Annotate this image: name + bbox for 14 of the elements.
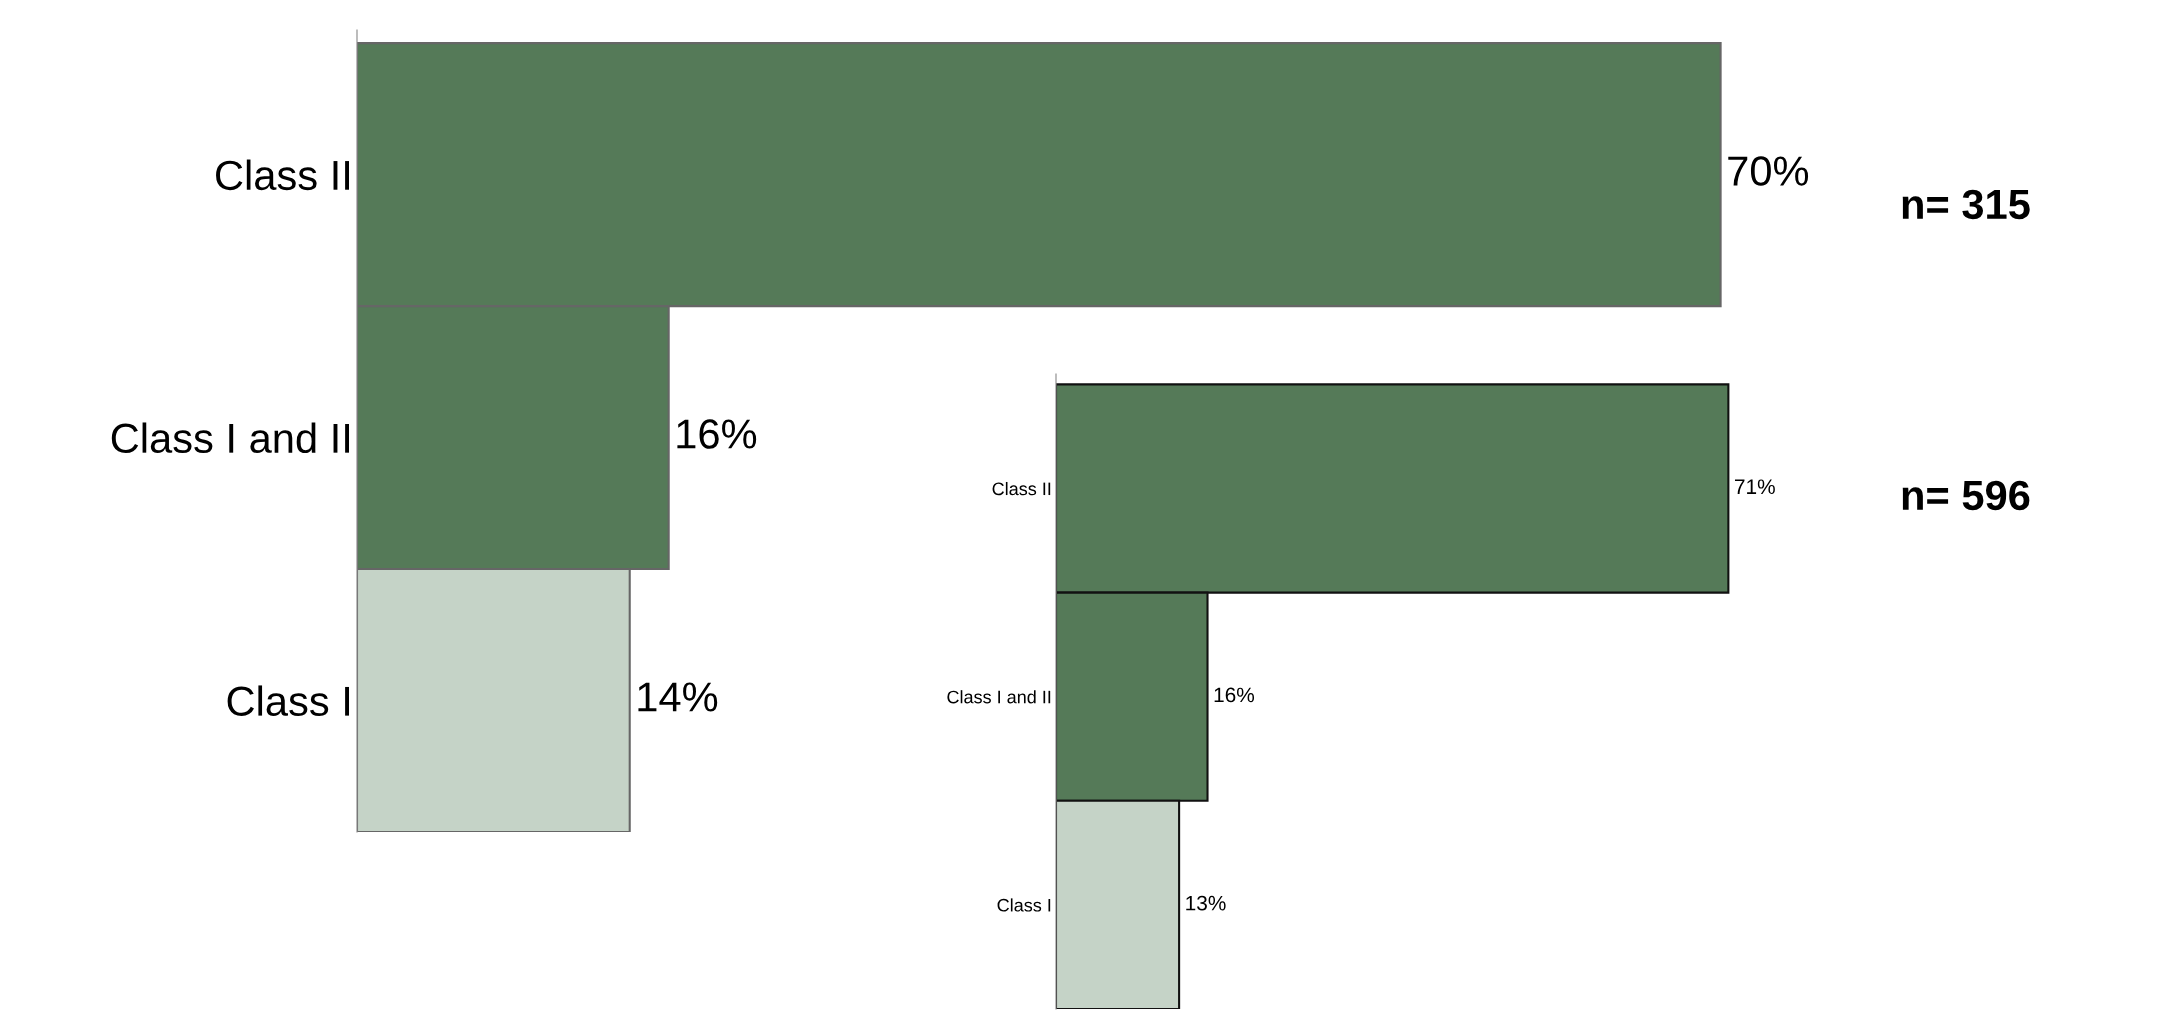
data-label: 16% <box>1214 687 1255 703</box>
text: n= 315 <box>1902 189 2030 220</box>
y-tick-label: Class II <box>992 481 1051 496</box>
y-tick-label: Class I and II <box>947 690 1051 704</box>
y-tick-label: Class I <box>227 685 349 717</box>
y-tick-label: Class I and II <box>111 422 349 454</box>
data-label: 16% <box>677 419 757 449</box>
data-label: 70% <box>1728 156 1809 186</box>
text: n= 596 <box>1902 480 2030 511</box>
y-tick-label: Class I <box>997 898 1051 912</box>
data-label: 71% <box>1734 479 1775 495</box>
y-tick-label: Class II <box>216 159 349 191</box>
data-label: 14% <box>638 682 718 712</box>
data-label: 13% <box>1186 895 1226 911</box>
